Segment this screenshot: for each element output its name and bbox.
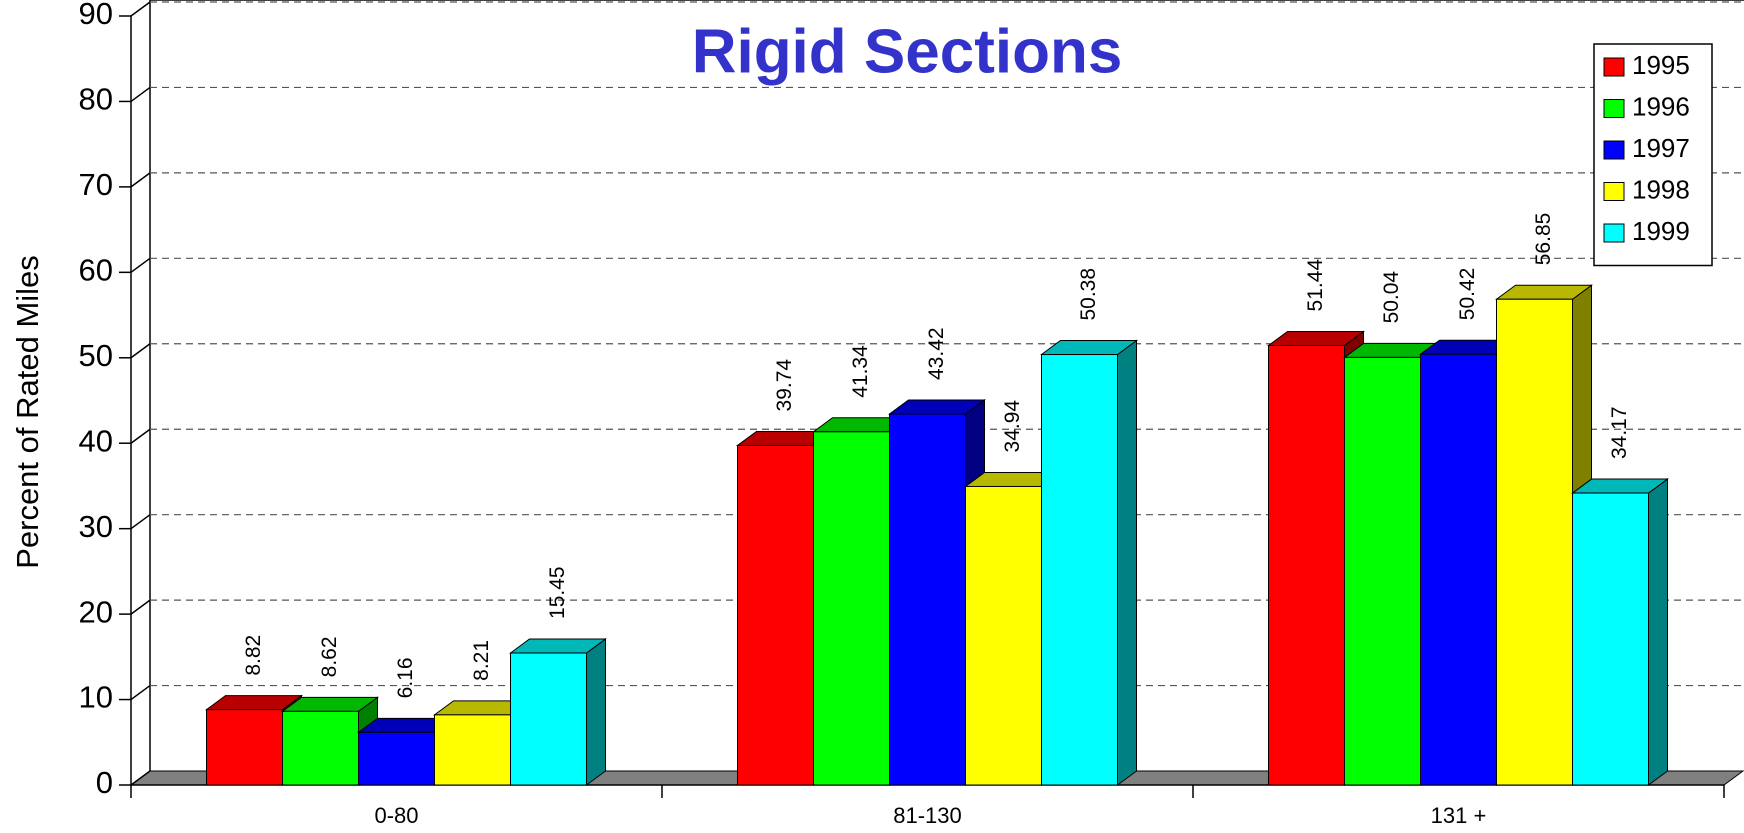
y-tick-depth [130, 599, 151, 615]
y-tick-depth [130, 1, 151, 17]
legend-swatch [1603, 182, 1625, 201]
bar-group: 15.45 [508, 566, 608, 786]
x-tick-label: 131 + [1431, 803, 1487, 828]
value-label: 8.62 [318, 636, 341, 677]
y-tick-label: 10 [79, 680, 113, 715]
bar [1344, 356, 1421, 786]
bar [1041, 354, 1118, 786]
value-label: 15.45 [546, 566, 569, 619]
bar [1572, 492, 1649, 786]
value-label: 51.44 [1304, 259, 1327, 312]
bar [889, 413, 966, 786]
y-tick-depth [130, 172, 151, 188]
legend-swatch [1603, 57, 1625, 77]
y-tick-depth [130, 514, 151, 530]
value-label: 50.42 [1456, 268, 1479, 321]
y-tick-depth [130, 770, 151, 786]
bar [1268, 344, 1345, 786]
y-tick-depth [130, 257, 151, 273]
legend-label: 1996 [1632, 91, 1690, 121]
value-label: 50.38 [1077, 268, 1100, 321]
bar [813, 431, 890, 786]
value-label: 43.42 [925, 327, 948, 380]
bar [737, 444, 814, 786]
bar-side [1648, 478, 1668, 786]
value-label: 41.34 [849, 345, 872, 398]
bar [206, 709, 283, 786]
y-tick-depth [130, 428, 151, 444]
y-tick-label: 20 [79, 594, 113, 629]
y-tick-label: 40 [79, 423, 113, 458]
y-tick-depth [130, 684, 151, 701]
bar [434, 714, 511, 786]
y-tick-label: 30 [79, 509, 113, 544]
bar-group: 34.17 [1570, 406, 1670, 786]
legend-label: 1995 [1632, 50, 1690, 80]
legend-swatch [1603, 140, 1625, 160]
bar [965, 485, 1042, 786]
bar [1420, 353, 1497, 786]
value-label: 39.74 [773, 359, 796, 412]
back-wall [149, 0, 1744, 771]
bar-group: 50.38 [1039, 268, 1139, 786]
chart-title: Rigid Sections [692, 17, 1123, 86]
legend-label: 1999 [1632, 216, 1690, 246]
legend-swatch [1603, 223, 1625, 243]
legend-label: 1998 [1632, 174, 1690, 204]
y-tick-label: 70 [79, 167, 113, 202]
bar-side [1117, 339, 1137, 786]
y-tick-label: 80 [79, 82, 113, 117]
y-tick-depth [130, 86, 151, 103]
y-tick-label: 50 [79, 338, 113, 373]
value-label: 34.17 [1608, 406, 1631, 459]
legend-swatch [1603, 99, 1625, 118]
y-tick-label: 60 [79, 253, 113, 288]
x-tick-label: 81-130 [893, 803, 962, 828]
legend-label: 1997 [1632, 133, 1690, 163]
x-tick-label: 0-80 [374, 803, 418, 828]
bar-side [586, 637, 606, 786]
y-tick-label: 90 [79, 0, 113, 31]
bar [1496, 298, 1573, 786]
y-axis-label: Percent of Rated Miles [10, 255, 45, 569]
value-label: 6.16 [394, 657, 417, 698]
value-label: 8.21 [470, 640, 493, 681]
bar [282, 710, 359, 786]
bar [510, 652, 587, 786]
y-tick-label: 0 [96, 765, 113, 800]
value-label: 56.85 [1532, 213, 1555, 266]
bar [358, 731, 435, 786]
y-tick-depth [130, 343, 151, 359]
value-label: 50.04 [1380, 271, 1403, 324]
value-label: 8.82 [242, 635, 265, 676]
value-label: 34.94 [1001, 400, 1024, 453]
